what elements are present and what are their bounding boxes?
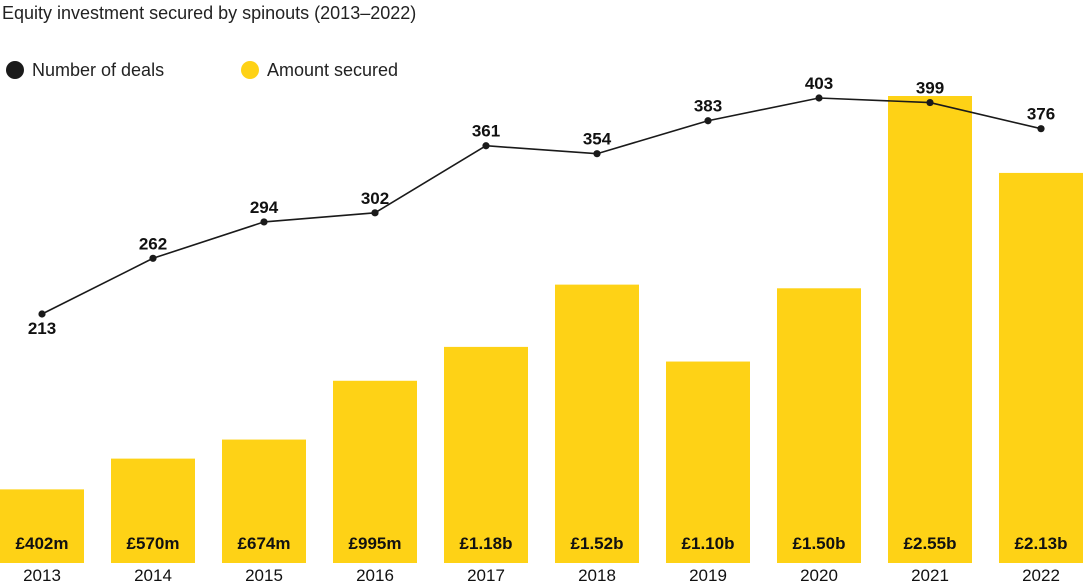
x-tick-2016: 2016 [356, 566, 394, 585]
bar-label-2015: £674m [238, 534, 291, 553]
deal-label-2013: 213 [28, 319, 56, 338]
point-deals-2018 [593, 150, 601, 158]
bar-amount-2020 [777, 288, 861, 563]
bar-label-2020: £1.50b [793, 534, 846, 553]
deal-label-2019: 383 [694, 97, 722, 116]
bar-amount-2015 [222, 439, 306, 563]
deal-label-2021: 399 [916, 79, 944, 98]
chart-title: Equity investment secured by spinouts (2… [2, 3, 417, 23]
x-tick-2020: 2020 [800, 566, 838, 585]
bar-amount-2018 [555, 284, 639, 563]
bar-amount-2014 [111, 458, 195, 563]
legend-label-deals: Number of deals [32, 59, 165, 80]
point-deals-2021 [926, 98, 934, 107]
point-deals-2016 [371, 209, 379, 217]
deal-label-2014: 262 [139, 234, 167, 253]
bar-amount-2017 [444, 346, 528, 563]
x-tick-2015: 2015 [245, 566, 283, 585]
line-number-of-deals [41, 97, 1042, 315]
x-tick-2018: 2018 [578, 566, 616, 585]
point-deals-2022 [1037, 125, 1045, 133]
bar-label-2018: £1.52b [571, 534, 624, 553]
bar-amount-2013 [0, 489, 84, 563]
deal-label-2020: 403 [805, 74, 833, 93]
x-tick-2014: 2014 [134, 566, 172, 585]
x-tick-2022: 2022 [1022, 566, 1060, 585]
legend-dot-amount [241, 61, 259, 79]
point-deals-2019 [704, 117, 712, 125]
bar-label-2022: £2.13b [1015, 534, 1068, 553]
deal-label-2017: 361 [472, 122, 500, 141]
point-deals-2017 [482, 142, 490, 150]
point-deals-2013 [38, 310, 46, 318]
bar-amount-2021 [888, 96, 972, 563]
x-tick-2017: 2017 [467, 566, 505, 585]
point-deals-2020 [815, 94, 823, 102]
point-deals-2015 [260, 218, 268, 226]
bar-amount-2022 [999, 172, 1083, 563]
point-deals-2014 [149, 254, 157, 262]
legend-label-amount: Amount secured [267, 59, 399, 80]
bar-label-2013: £402m [16, 534, 69, 553]
deal-label-2022: 376 [1027, 105, 1055, 124]
bar-label-2016: £995m [349, 534, 402, 553]
bar-label-2019: £1.10b [682, 534, 735, 553]
bar-amount-2019 [666, 361, 750, 563]
deal-label-2016: 302 [361, 189, 389, 208]
deal-label-2018: 354 [583, 130, 612, 149]
legend-item-amount: Amount secured [241, 58, 398, 82]
legend-item-deals: Number of deals [6, 58, 164, 82]
x-tick-2021: 2021 [911, 566, 949, 585]
x-tick-2019: 2019 [689, 566, 727, 585]
legend-dot-deals [6, 61, 24, 79]
x-tick-2013: 2013 [23, 566, 61, 585]
bar-label-2014: £570m [127, 534, 180, 553]
bar-label-2021: £2.55b [904, 534, 957, 553]
deal-label-2015: 294 [250, 198, 279, 217]
bar-amount-2016 [333, 380, 417, 563]
bar-label-2017: £1.18b [460, 534, 513, 553]
